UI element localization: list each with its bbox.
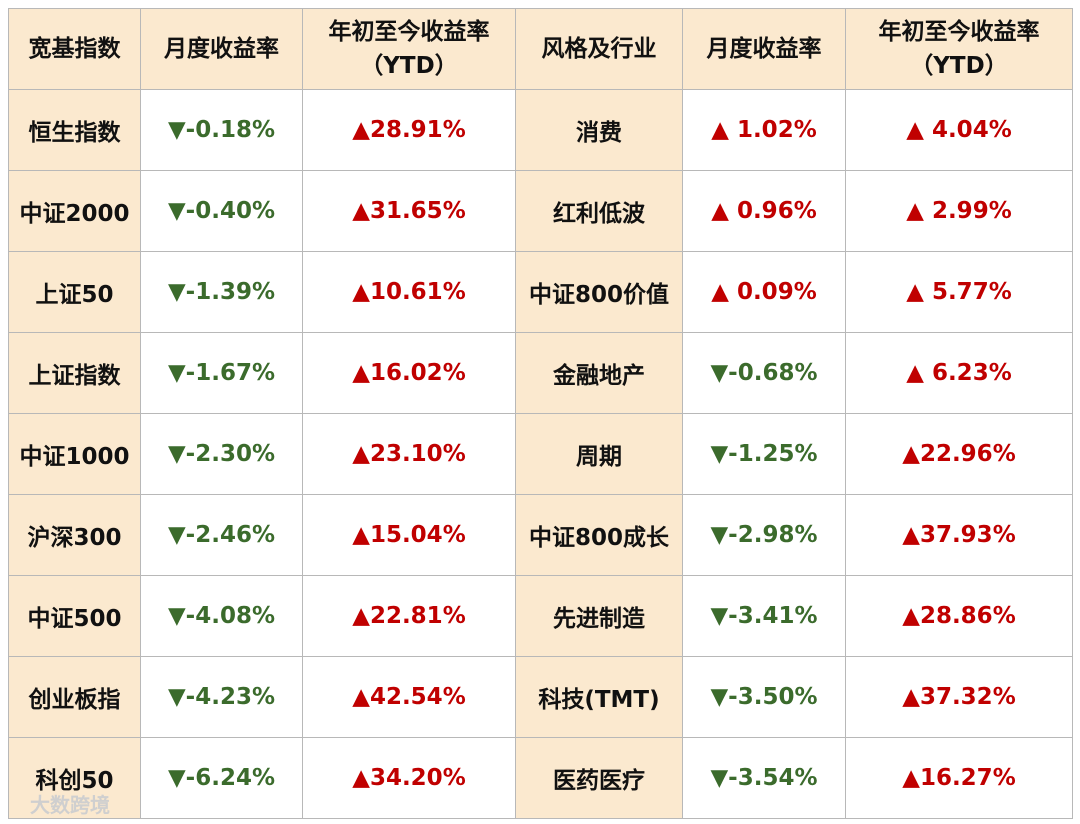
- name-cell: 上证50: [8, 251, 141, 333]
- value-cell: ▼-4.08%: [140, 575, 303, 657]
- header-row: 宽基指数 月度收益率 年初至今收益率 （YTD） 风格及行业 月度收益率 年初至今收益率 …: [8, 8, 1073, 90]
- name-cell: 科技(TMT): [515, 656, 683, 738]
- value-cell: ▲15.04%: [302, 494, 516, 576]
- value-cell: ▼-2.30%: [140, 413, 303, 495]
- value-cell: ▲22.81%: [302, 575, 516, 657]
- name-cell: 中证2000: [8, 170, 141, 252]
- row: 中证500 ▼-4.08% ▲22.81% 先进制造 ▼-3.41% ▲28.86%: [8, 575, 1073, 657]
- value-cell: ▼-0.40%: [140, 170, 303, 252]
- row: 中证1000 ▼-2.30% ▲23.10% 周期 ▼-1.25% ▲22.96%: [8, 413, 1073, 495]
- name-cell: 科创50: [8, 737, 141, 819]
- value-cell: ▲ 0.96%: [682, 170, 846, 252]
- row: 上证指数 ▼-1.67% ▲16.02% 金融地产 ▼-0.68% ▲ 6.23%: [8, 332, 1073, 414]
- returns-table: 宽基指数 月度收益率 年初至今收益率 （YTD） 风格及行业 月度收益率 年初至今收益率 …: [8, 8, 1073, 819]
- name-cell: 沪深300: [8, 494, 141, 576]
- value-cell: ▲34.20%: [302, 737, 516, 819]
- header-cell: 宽基指数: [8, 8, 141, 90]
- value-cell: ▼-1.25%: [682, 413, 846, 495]
- value-cell: ▲23.10%: [302, 413, 516, 495]
- row: 创业板指 ▼-4.23% ▲42.54% 科技(TMT) ▼-3.50% ▲37.32%: [8, 656, 1073, 738]
- value-cell: ▲28.86%: [845, 575, 1073, 657]
- row: 上证50 ▼-1.39% ▲10.61% 中证800价值 ▲ 0.09% ▲ 5.77%: [8, 251, 1073, 333]
- name-cell: 中证500: [8, 575, 141, 657]
- name-cell: 消费: [515, 89, 683, 171]
- name-cell: 上证指数: [8, 332, 141, 414]
- value-cell: ▼-1.67%: [140, 332, 303, 414]
- watermark: 大数跨境: [30, 793, 110, 817]
- name-cell: 中证800价值: [515, 251, 683, 333]
- value-cell: ▲ 0.09%: [682, 251, 846, 333]
- name-cell: 先进制造: [515, 575, 683, 657]
- name-cell: 周期: [515, 413, 683, 495]
- value-cell: ▼-3.54%: [682, 737, 846, 819]
- value-cell: ▼-3.41%: [682, 575, 846, 657]
- value-cell: ▲31.65%: [302, 170, 516, 252]
- value-cell: ▼-6.24%: [140, 737, 303, 819]
- value-cell: ▼-2.46%: [140, 494, 303, 576]
- name-cell: 恒生指数: [8, 89, 141, 171]
- name-cell: 红利低波: [515, 170, 683, 252]
- value-cell: ▲16.02%: [302, 332, 516, 414]
- value-cell: ▼-0.68%: [682, 332, 846, 414]
- value-cell: ▼-1.39%: [140, 251, 303, 333]
- value-cell: ▼-4.23%: [140, 656, 303, 738]
- value-cell: ▲16.27%: [845, 737, 1073, 819]
- row: 恒生指数 ▼-0.18% ▲28.91% 消费 ▲ 1.02% ▲ 4.04%: [8, 89, 1073, 171]
- name-cell: 中证800成长: [515, 494, 683, 576]
- header-cell: 风格及行业: [515, 8, 683, 90]
- row: 中证2000 ▼-0.40% ▲31.65% 红利低波 ▲ 0.96% ▲ 2.99%: [8, 170, 1073, 252]
- value-cell: ▲37.93%: [845, 494, 1073, 576]
- value-cell: ▲10.61%: [302, 251, 516, 333]
- value-cell: ▲ 4.04%: [845, 89, 1073, 171]
- value-cell: ▲ 1.02%: [682, 89, 846, 171]
- name-cell: 金融地产: [515, 332, 683, 414]
- name-cell: 医药医疗: [515, 737, 683, 819]
- header-cell: 月度收益率: [140, 8, 303, 90]
- name-cell: 中证1000: [8, 413, 141, 495]
- value-cell: ▼-2.98%: [682, 494, 846, 576]
- value-cell: ▲ 5.77%: [845, 251, 1073, 333]
- value-cell: ▲ 2.99%: [845, 170, 1073, 252]
- value-cell: ▲28.91%: [302, 89, 516, 171]
- value-cell: ▼-3.50%: [682, 656, 846, 738]
- value-cell: ▲22.96%: [845, 413, 1073, 495]
- row: 科创50 ▼-6.24% ▲34.20% 医药医疗 ▼-3.54% ▲16.27%: [8, 737, 1073, 819]
- header-cell: 年初至今收益率 （YTD）: [302, 8, 516, 90]
- row: 沪深300 ▼-2.46% ▲15.04% 中证800成长 ▼-2.98% ▲37.93%: [8, 494, 1073, 576]
- value-cell: ▲42.54%: [302, 656, 516, 738]
- value-cell: ▲37.32%: [845, 656, 1073, 738]
- header-cell: 年初至今收益率 （YTD）: [845, 8, 1073, 90]
- header-cell: 月度收益率: [682, 8, 846, 90]
- value-cell: ▼-0.18%: [140, 89, 303, 171]
- name-cell: 创业板指: [8, 656, 141, 738]
- value-cell: ▲ 6.23%: [845, 332, 1073, 414]
